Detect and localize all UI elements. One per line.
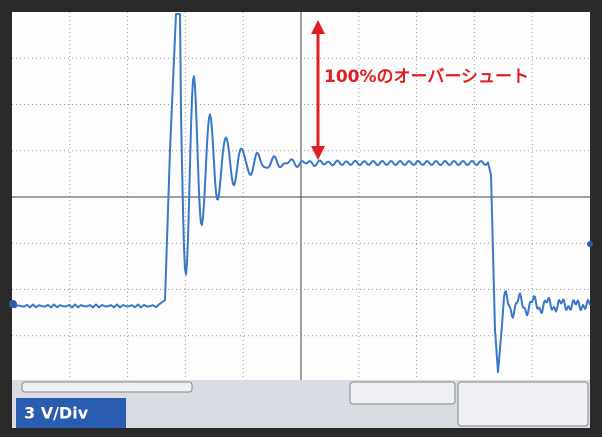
trigger-marker xyxy=(587,241,593,247)
page: 100%のオーバーシュート 3 V/Div (() => { const dat… xyxy=(0,0,602,437)
acquisition-box xyxy=(458,382,588,426)
channel-marker xyxy=(9,300,17,308)
annotation: 100%のオーバーシュート xyxy=(324,67,529,87)
trigger-box xyxy=(350,382,455,404)
scale-label: 3 V/Div xyxy=(24,404,89,423)
oscilloscope-screen: 100%のオーバーシュート 3 V/Div xyxy=(0,0,602,437)
timebase-box xyxy=(22,382,192,392)
